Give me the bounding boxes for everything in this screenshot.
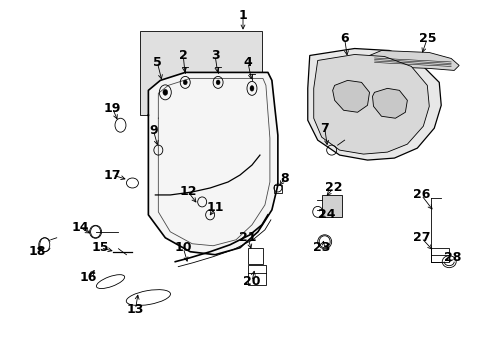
- Text: 1: 1: [238, 9, 247, 22]
- Text: 28: 28: [443, 251, 460, 264]
- Ellipse shape: [183, 80, 187, 85]
- Text: 20: 20: [243, 275, 260, 288]
- Text: 3: 3: [210, 49, 219, 62]
- Ellipse shape: [216, 80, 220, 85]
- Text: 21: 21: [239, 231, 256, 244]
- Bar: [430, 248, 448, 262]
- Bar: [247, 265, 265, 285]
- Text: 23: 23: [312, 241, 330, 254]
- Polygon shape: [372, 88, 407, 118]
- Ellipse shape: [249, 86, 253, 91]
- Text: 12: 12: [179, 185, 197, 198]
- Bar: [140, 31, 262, 115]
- Text: 24: 24: [317, 208, 335, 221]
- Text: 19: 19: [103, 102, 121, 115]
- Bar: [321, 195, 341, 217]
- Text: 8: 8: [280, 171, 288, 185]
- Bar: [273, 185, 281, 193]
- Text: 2: 2: [179, 49, 187, 62]
- Text: 4: 4: [243, 56, 252, 69]
- Text: 17: 17: [103, 168, 121, 181]
- Polygon shape: [313, 54, 428, 154]
- Text: 27: 27: [412, 231, 429, 244]
- Text: 16: 16: [80, 271, 97, 284]
- Bar: [247, 248, 263, 264]
- Text: 25: 25: [418, 32, 435, 45]
- Polygon shape: [369, 50, 458, 71]
- Text: 5: 5: [153, 56, 162, 69]
- Polygon shape: [307, 49, 440, 160]
- Text: 10: 10: [174, 241, 192, 254]
- Ellipse shape: [163, 89, 167, 95]
- Text: 26: 26: [412, 188, 429, 202]
- Text: 6: 6: [340, 32, 348, 45]
- Text: 7: 7: [320, 122, 328, 135]
- Text: 22: 22: [324, 181, 342, 194]
- Text: 9: 9: [149, 124, 157, 137]
- Text: 15: 15: [92, 241, 109, 254]
- Text: 18: 18: [28, 245, 45, 258]
- Polygon shape: [332, 80, 369, 112]
- Text: 14: 14: [72, 221, 89, 234]
- Text: 11: 11: [206, 201, 224, 215]
- Text: 13: 13: [126, 303, 144, 316]
- Polygon shape: [148, 72, 277, 255]
